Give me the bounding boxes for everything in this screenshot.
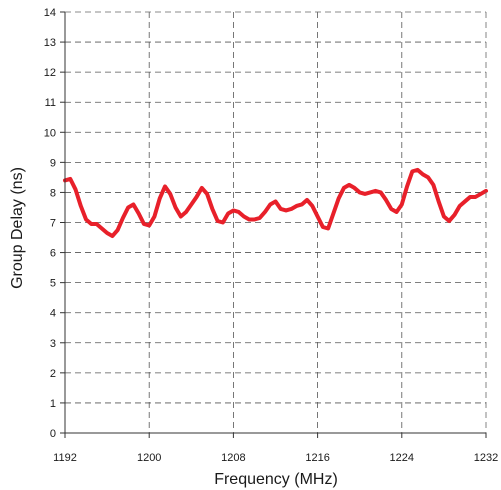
y-tick-label-1: 1 <box>50 398 56 410</box>
y-tick-label-2: 2 <box>50 368 56 380</box>
y-tick-label-12: 12 <box>44 67 56 79</box>
y-tick-label-10: 10 <box>44 127 56 139</box>
series-layer <box>63 167 488 239</box>
axes-layer <box>60 11 487 438</box>
x-axis-title: Frequency (MHz) <box>214 471 338 488</box>
series-line-0 <box>63 167 488 239</box>
y-tick-label-7: 7 <box>50 218 56 230</box>
y-tick-label-5: 5 <box>50 278 56 290</box>
y-tick-label-0: 0 <box>50 428 56 440</box>
x-tick-label-1200: 1200 <box>137 452 161 464</box>
y-tick-label-6: 6 <box>50 248 56 260</box>
y-tick-label-9: 9 <box>50 157 56 169</box>
x-tick-label-1208: 1208 <box>221 452 245 464</box>
labels-layer: Frequency (MHz) Group Delay (ns) 0123456… <box>9 7 498 488</box>
x-tick-label-1224: 1224 <box>390 452 414 464</box>
x-tick-label-1192: 1192 <box>53 452 77 464</box>
y-tick-label-8: 8 <box>50 187 56 199</box>
y-tick-label-11: 11 <box>45 97 56 109</box>
y-tick-label-4: 4 <box>50 308 56 320</box>
grid-layer <box>65 12 486 433</box>
x-tick-label-1216: 1216 <box>305 452 329 464</box>
y-tick-label-14: 14 <box>44 7 56 19</box>
x-tick-label-1232: 1232 <box>474 452 498 464</box>
y-tick-label-13: 13 <box>44 37 56 49</box>
y-tick-label-3: 3 <box>50 338 56 350</box>
y-axis-title: Group Delay (ns) <box>9 167 26 289</box>
